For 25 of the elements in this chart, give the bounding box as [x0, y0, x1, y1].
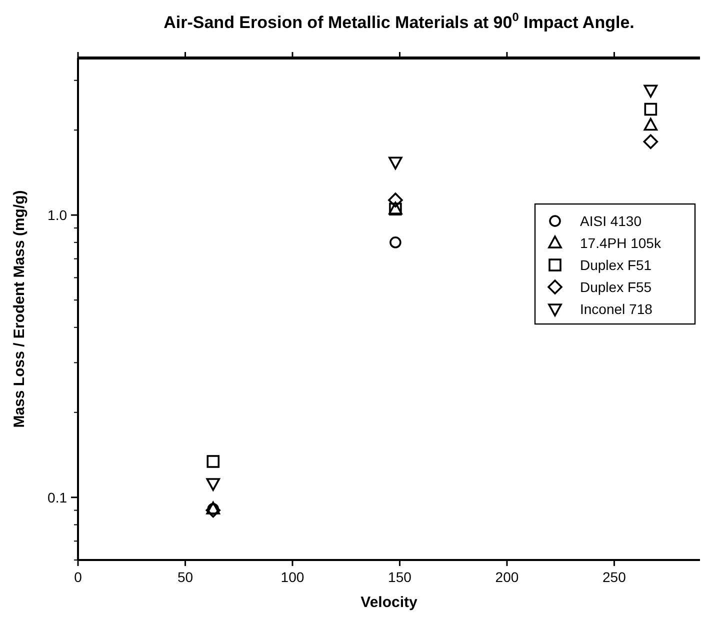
legend-label: 17.4PH 105k — [580, 235, 662, 251]
point — [644, 102, 658, 116]
x-tick-label: 200 — [495, 569, 519, 585]
y-tick-label: 1.0 — [48, 207, 68, 224]
x-axis-title: Velocity — [360, 594, 418, 611]
x-tick-label: 150 — [388, 569, 412, 585]
point — [644, 118, 658, 131]
point — [206, 478, 220, 491]
point — [390, 236, 402, 248]
legend-label: Duplex F55 — [580, 279, 652, 295]
y-tick-label: 0.1 — [48, 489, 68, 506]
chart-title: Air-Sand Erosion of Metallic Materials at 90$^{0}$ Impact Angle. — [164, 10, 634, 32]
x-tick-label: 250 — [602, 569, 626, 585]
x-tick-label: 100 — [280, 569, 304, 585]
point — [388, 156, 402, 170]
legend-label: Inconel 718 — [580, 301, 653, 317]
point — [388, 192, 403, 208]
point — [206, 455, 220, 468]
y-axis-title: Mass Loss / Erodent Mass (mg/g) — [11, 190, 28, 428]
point — [643, 134, 658, 150]
x-tick-label: 0 — [74, 569, 82, 585]
x-tick-label: 50 — [177, 569, 194, 585]
legend-label: Duplex F51 — [580, 257, 652, 273]
point — [644, 84, 658, 98]
legend-label: AISI 4130 — [580, 213, 642, 229]
